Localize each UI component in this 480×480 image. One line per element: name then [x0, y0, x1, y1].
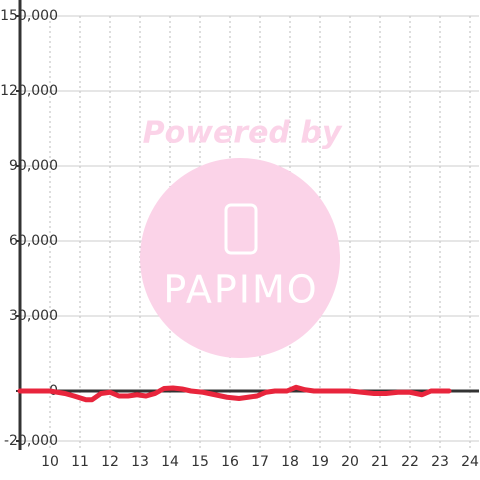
- x-tick-label: 18: [281, 454, 299, 470]
- x-tick-label: 13: [131, 454, 149, 470]
- watermark-icon: [224, 203, 258, 255]
- x-tick-label: 10: [41, 454, 59, 470]
- y-tick-label: -20,000: [4, 433, 58, 449]
- line: [17, 384, 452, 403]
- x-tick-label: 22: [401, 454, 419, 470]
- y-tick-label: 150,000: [0, 8, 58, 24]
- x-tick-label: 23: [431, 454, 449, 470]
- x-tick-label: 17: [251, 454, 269, 470]
- x-tick-label: 11: [71, 454, 89, 470]
- watermark-text: Powered by: [143, 116, 343, 151]
- x-tick-label: 16: [221, 454, 239, 470]
- watermark-text: PAPIMO: [163, 268, 318, 312]
- x-tick-label: 21: [371, 454, 389, 470]
- x-tick-label: 12: [101, 454, 119, 470]
- y-tick-label: 30,000: [9, 308, 58, 324]
- x-tick-label: 19: [311, 454, 329, 470]
- watermark-circle: [140, 158, 340, 358]
- x-tick-label: 20: [341, 454, 359, 470]
- y-tick-label: 60,000: [9, 233, 58, 249]
- x-tick-label: 14: [161, 454, 179, 470]
- y-tick-label: 120,000: [0, 83, 58, 99]
- x-tick-label: 24: [461, 454, 479, 470]
- x-tick-label: 15: [191, 454, 209, 470]
- y-tick-label: 90,000: [9, 158, 58, 174]
